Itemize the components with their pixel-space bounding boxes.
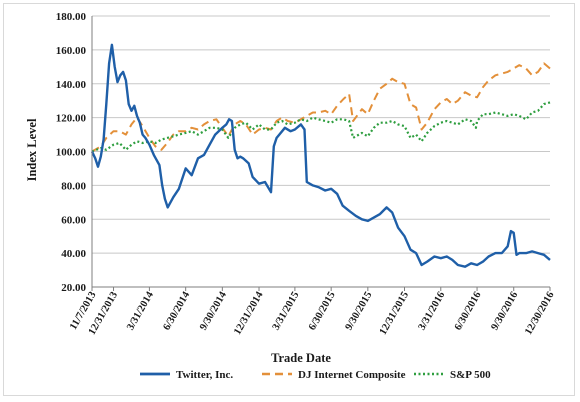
y-tick-label: 60.00: [61, 214, 86, 226]
series-line: [90, 43, 551, 268]
x-tick-label: 3/31/2014: [125, 289, 156, 332]
y-axis-title: Index Level: [25, 118, 39, 181]
x-tick-label: 6/30/2014: [161, 289, 192, 332]
y-tick-label: 40.00: [61, 248, 86, 260]
legend-label: Twitter, Inc.: [176, 369, 233, 381]
y-tick-label: 80.00: [61, 180, 86, 192]
axes: [91, 16, 550, 288]
chart-frame: [3, 3, 575, 396]
legend-label: DJ Internet Composite: [298, 369, 406, 381]
legend: Twitter, Inc. DJ Internet Composite S&P 50…: [140, 369, 491, 381]
gridlines: [92, 15, 550, 254]
series-lines: [90, 43, 551, 268]
series-line: [91, 101, 551, 153]
y-axis-ticks: 20.00 40.00 60.00 80.00 100.00 120.00 140.00 16…: [56, 11, 87, 294]
y-tick-label: 120.00: [56, 113, 87, 125]
x-tick-label: 6/30/2016: [453, 290, 484, 332]
y-tick-label: 20.00: [61, 282, 86, 294]
x-tick-label: 12/31/2015: [378, 290, 411, 337]
x-tick-label: 9/30/2016: [490, 290, 521, 332]
x-tick-label: 9/30/2015: [344, 290, 375, 332]
x-tick-label: 3/31/2016: [417, 290, 448, 332]
y-tick-label: 140.00: [56, 79, 87, 91]
x-tick-label: 6/30/2015: [307, 290, 338, 332]
y-tick-label: 100.00: [56, 147, 87, 159]
y-tick-label: 180.00: [56, 11, 87, 23]
legend-label: S&P 500: [450, 369, 491, 381]
x-axis-title: Trade Date: [271, 351, 331, 365]
x-tick-label: 12/31/2014: [232, 289, 266, 337]
series-line: [91, 62, 551, 153]
x-tick-label: 3/31/2015: [271, 290, 302, 332]
y-tick-label: 160.00: [56, 45, 87, 57]
x-tick-label: 9/30/2014: [198, 289, 229, 332]
x-tick-label: 12/30/2016: [523, 290, 556, 337]
